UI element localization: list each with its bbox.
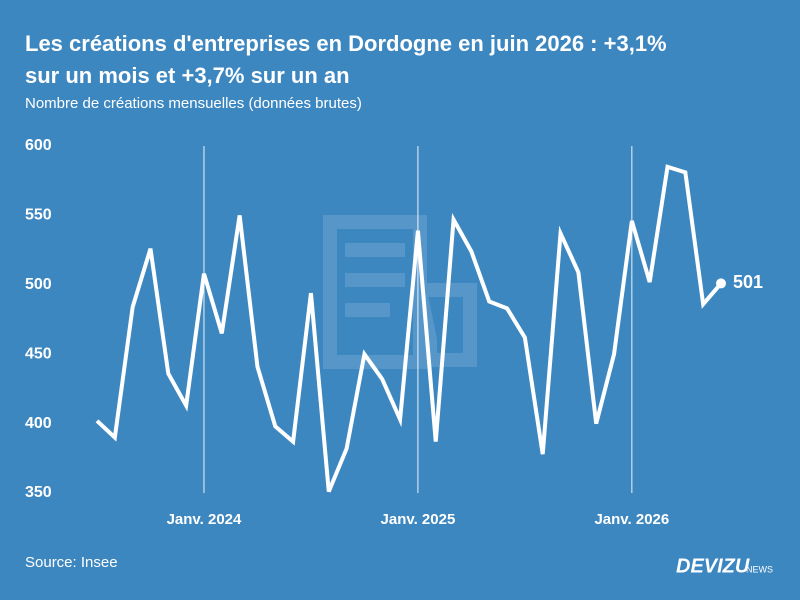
source: Source: Insee: [25, 554, 118, 571]
y-tick-label: 400: [25, 415, 52, 432]
x-tick-label: Janv. 2024: [167, 511, 242, 528]
end-label: 501: [733, 272, 763, 292]
x-tick-label: Janv. 2025: [381, 511, 456, 528]
brand-suffix: NEWS: [746, 564, 773, 574]
y-tick-label: 500: [25, 276, 52, 293]
y-tick-label: 350: [25, 484, 52, 501]
chart-subtitle: Nombre de créations mensuelles (données …: [25, 95, 362, 112]
x-tick-label: Janv. 2026: [594, 511, 669, 528]
brand: DEVIZU: [676, 555, 750, 577]
chart-title: sur un mois et +3,7% sur un an: [25, 63, 350, 88]
y-tick-label: 550: [25, 207, 52, 224]
end-point: [716, 278, 726, 289]
line: [95, 164, 723, 493]
chart-title: Les créations d'entreprises en Dordogne …: [25, 31, 667, 56]
y-tick-label: 600: [25, 137, 52, 154]
y-tick-label: 450: [25, 345, 52, 362]
